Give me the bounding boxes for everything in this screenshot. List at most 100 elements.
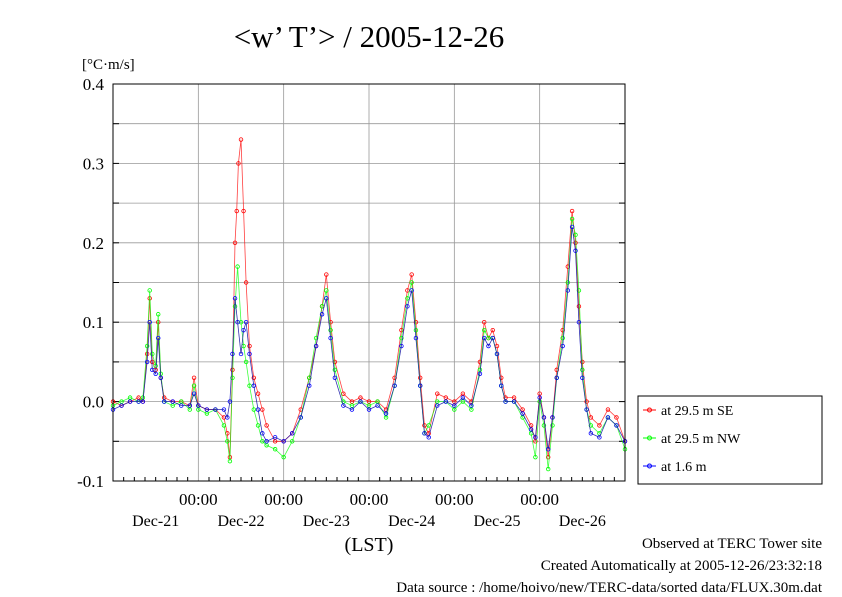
data-point bbox=[290, 431, 295, 436]
data-point bbox=[426, 435, 431, 440]
data-point bbox=[313, 343, 319, 349]
data-point bbox=[247, 343, 252, 349]
data-point bbox=[584, 399, 589, 404]
data-point bbox=[196, 403, 201, 408]
data-point bbox=[569, 208, 575, 214]
day-label: Dec-21 bbox=[132, 513, 179, 530]
data-point bbox=[255, 423, 261, 428]
x-tick-label: 00:00 bbox=[264, 490, 303, 509]
data-point bbox=[426, 423, 431, 428]
data-point bbox=[251, 407, 256, 412]
data-point bbox=[418, 375, 423, 380]
data-point bbox=[399, 335, 404, 341]
data-point bbox=[153, 363, 158, 369]
data-point bbox=[260, 407, 265, 412]
data-point bbox=[573, 232, 578, 238]
data-point bbox=[486, 343, 491, 349]
data-point bbox=[319, 312, 325, 317]
legend-swatch-marker bbox=[647, 407, 652, 413]
legend-label: at 1.6 m bbox=[661, 460, 707, 475]
data-point bbox=[541, 423, 547, 428]
x-tick-label: 00:00 bbox=[179, 490, 218, 509]
x-tick-label: 00:00 bbox=[350, 490, 389, 509]
data-point bbox=[469, 403, 474, 408]
data-point bbox=[264, 439, 269, 444]
data-point bbox=[435, 391, 440, 396]
footer-source: Data source : /home/hoivo/new/TERC-data/… bbox=[396, 580, 822, 596]
data-point bbox=[443, 399, 448, 404]
legend: at 29.5 m SE at 29.5 m NW at 1.6 m bbox=[637, 395, 823, 485]
data-point bbox=[392, 383, 397, 388]
data-point bbox=[546, 466, 551, 472]
data-point bbox=[324, 272, 329, 277]
y-tick-label: 0.3 bbox=[83, 154, 104, 173]
data-point bbox=[588, 431, 594, 436]
footer-observed: Observed at TERC Tower site bbox=[641, 536, 822, 552]
data-point bbox=[191, 375, 197, 380]
data-point bbox=[422, 423, 427, 428]
data-point bbox=[232, 240, 238, 245]
x-tick-label: 00:00 bbox=[435, 490, 474, 509]
data-point bbox=[235, 264, 240, 269]
y-tick-label: 0.1 bbox=[83, 313, 104, 332]
data-point bbox=[119, 403, 124, 408]
data-point bbox=[358, 399, 363, 404]
data-point bbox=[576, 304, 582, 309]
data-point bbox=[528, 427, 534, 432]
data-point bbox=[238, 137, 244, 142]
y-tick-labels: -0.1 0.0 0.1 0.2 0.3 0.4 bbox=[77, 75, 104, 491]
data-point bbox=[383, 411, 389, 416]
data-point bbox=[150, 351, 155, 357]
data-point bbox=[605, 407, 611, 412]
data-point bbox=[307, 383, 312, 388]
series-line-shadow bbox=[112, 226, 626, 450]
day-label: Dec-26 bbox=[559, 513, 606, 530]
day-label: Dec-22 bbox=[217, 513, 264, 530]
data-point bbox=[260, 431, 265, 436]
data-point bbox=[405, 304, 410, 309]
data-point bbox=[221, 423, 227, 428]
data-point bbox=[298, 415, 303, 420]
data-point bbox=[569, 216, 575, 222]
series-layer bbox=[110, 137, 628, 472]
data-point bbox=[580, 367, 585, 373]
data-point bbox=[227, 458, 233, 464]
data-point bbox=[452, 403, 457, 408]
data-point bbox=[307, 375, 312, 380]
y-tick-label: -0.1 bbox=[77, 472, 104, 491]
legend-label: at 29.5 m SE bbox=[661, 404, 733, 419]
day-label: Dec-25 bbox=[473, 513, 520, 530]
series-2 bbox=[110, 216, 628, 472]
data-point bbox=[241, 208, 246, 214]
data-point bbox=[332, 367, 338, 373]
y-tick-label: 0.0 bbox=[83, 393, 104, 412]
data-point bbox=[324, 288, 329, 293]
data-point bbox=[290, 439, 295, 444]
x-axis-label: (LST) bbox=[345, 534, 394, 556]
data-point bbox=[533, 454, 538, 460]
data-point bbox=[255, 391, 261, 396]
data-point bbox=[243, 359, 249, 365]
y-axis-label: [°C·m/s] bbox=[82, 57, 135, 73]
data-point bbox=[366, 407, 372, 412]
data-point bbox=[260, 439, 265, 444]
data-point bbox=[234, 208, 239, 214]
y-tick-label: 0.2 bbox=[83, 234, 104, 253]
data-point bbox=[550, 423, 555, 428]
footer-created: Created Automatically at 2005-12-26/23:3… bbox=[540, 558, 822, 574]
data-point bbox=[486, 335, 491, 341]
day-label: Dec-24 bbox=[388, 513, 435, 530]
data-point bbox=[520, 411, 525, 416]
legend-swatch-marker bbox=[647, 463, 652, 469]
data-point bbox=[144, 343, 150, 349]
data-point bbox=[399, 327, 404, 333]
legend-box bbox=[637, 395, 823, 485]
data-point bbox=[435, 403, 440, 408]
chart-title: <w’ T’> / 2005-12-26 bbox=[234, 19, 505, 54]
data-point bbox=[251, 375, 256, 380]
series-line bbox=[112, 218, 626, 470]
data-point bbox=[490, 327, 495, 333]
data-point bbox=[605, 415, 611, 420]
data-point bbox=[392, 375, 397, 380]
